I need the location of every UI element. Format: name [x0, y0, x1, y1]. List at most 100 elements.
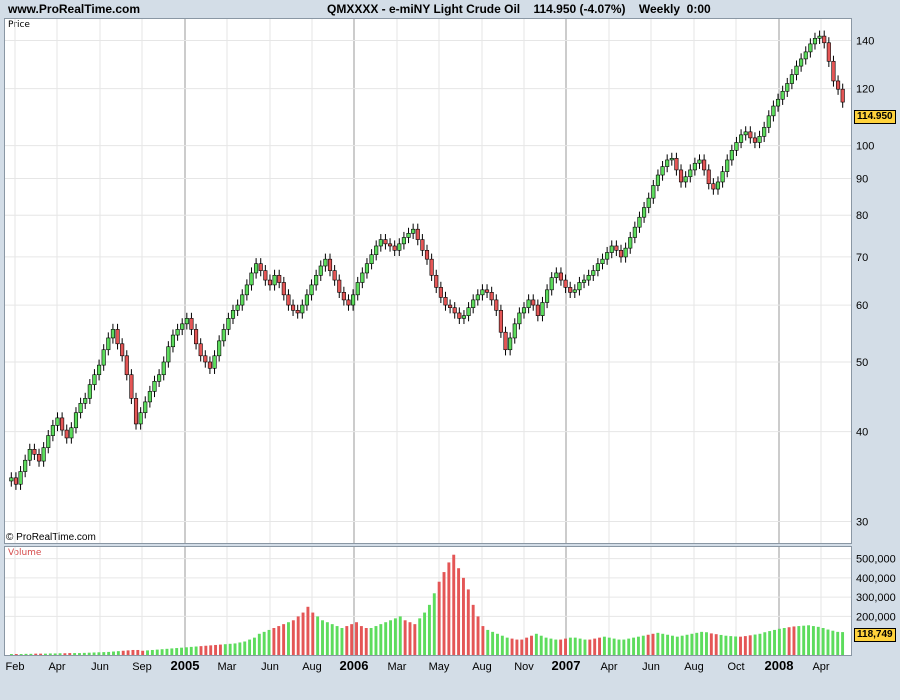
volume-bar — [180, 647, 184, 655]
candle-body — [785, 83, 790, 92]
volume-bar — [218, 644, 222, 655]
candle-body — [715, 181, 721, 190]
candle-body — [448, 304, 453, 308]
candle-body — [69, 427, 74, 439]
volume-bar — [719, 634, 723, 655]
candle-body — [166, 346, 171, 363]
candle-body — [655, 174, 660, 186]
volume-bar — [447, 562, 451, 655]
candle-body — [702, 159, 707, 171]
candle-body — [401, 237, 406, 245]
candle-body — [318, 265, 323, 276]
x-tick-label: May — [429, 661, 450, 673]
candle-body — [498, 310, 503, 333]
candle-body — [346, 299, 351, 306]
volume-bar — [68, 653, 72, 655]
candle-body — [489, 292, 494, 301]
volume-bar — [491, 631, 495, 655]
candle-body — [291, 304, 296, 311]
volume-bar — [496, 633, 499, 655]
price-label: Price — [8, 20, 30, 30]
volume-bar — [311, 612, 315, 655]
candle-body — [526, 299, 531, 308]
volume-bar — [700, 631, 704, 655]
candle-body — [461, 315, 467, 319]
volume-bar — [160, 649, 164, 655]
candle-body — [23, 459, 28, 472]
volume-bar — [408, 622, 412, 655]
candle-body — [101, 349, 106, 366]
candle-body — [572, 289, 577, 293]
volume-tick-label: 200,000 — [856, 611, 896, 623]
volume-bar — [150, 649, 154, 655]
candle-body — [170, 334, 176, 348]
candle-body — [221, 329, 226, 342]
candle-body — [586, 275, 591, 281]
volume-bar — [797, 626, 801, 655]
volume-bar — [350, 624, 354, 655]
candle-body — [50, 425, 55, 436]
candle-body — [683, 176, 688, 183]
volume-bar — [82, 652, 86, 655]
candle-body — [799, 58, 804, 67]
volume-bar — [836, 631, 840, 655]
volume-bar — [544, 637, 548, 655]
candle-body — [503, 331, 508, 351]
volume-bar — [194, 646, 198, 655]
volume-bar — [573, 637, 577, 655]
site-name[interactable]: www.ProRealTime.com — [8, 2, 141, 16]
candle-body — [133, 398, 139, 425]
volume-bar — [214, 644, 218, 655]
volume-bar — [321, 620, 324, 655]
volume-bar — [126, 650, 130, 655]
candle-body — [277, 275, 282, 283]
candle-body — [438, 287, 443, 298]
volume-bar — [442, 572, 446, 655]
volume-bar — [291, 620, 295, 655]
candle-body — [669, 158, 674, 161]
candle-body — [120, 343, 125, 357]
volume-bar — [457, 568, 461, 655]
volume-bar — [131, 649, 135, 655]
x-tick-label: Apr — [600, 661, 617, 673]
volume-bar — [452, 554, 456, 655]
x-tick-label: Nov — [514, 661, 534, 673]
x-tick-label: Aug — [472, 661, 492, 673]
candle-body — [360, 272, 365, 283]
volume-bar — [739, 636, 742, 655]
candle-body — [618, 250, 624, 258]
candle-body — [452, 307, 457, 314]
volume-bar — [359, 626, 363, 655]
volume-bar — [554, 639, 558, 655]
candle-body — [803, 51, 808, 60]
price-tick-label: 60 — [856, 300, 868, 312]
candle-body — [27, 449, 32, 461]
volume-bar — [675, 636, 679, 655]
volume-bar — [282, 624, 286, 655]
candle-body — [152, 381, 157, 392]
x-tick-label: Jun — [91, 661, 109, 673]
volume-bar — [743, 636, 747, 655]
candle-body — [480, 289, 485, 296]
candle-body — [780, 90, 785, 100]
candle-body — [771, 105, 776, 117]
volume-bar — [807, 625, 811, 655]
candle-body — [36, 454, 42, 462]
volume-bar — [792, 626, 796, 655]
volume-bar — [500, 635, 504, 655]
volume-bar — [316, 616, 320, 655]
volume-bar — [248, 639, 252, 655]
volume-bar — [277, 626, 281, 655]
volume-bar — [209, 645, 213, 655]
volume-bar — [729, 636, 733, 655]
volume-bar — [568, 637, 572, 655]
candle-body — [175, 329, 180, 336]
volume-bar — [632, 637, 636, 655]
volume-bar — [427, 604, 431, 655]
candle-body — [605, 252, 610, 260]
volume-bar — [646, 634, 650, 655]
candle-body — [531, 299, 536, 306]
volume-bar — [136, 649, 140, 655]
volume-bar — [170, 648, 174, 655]
